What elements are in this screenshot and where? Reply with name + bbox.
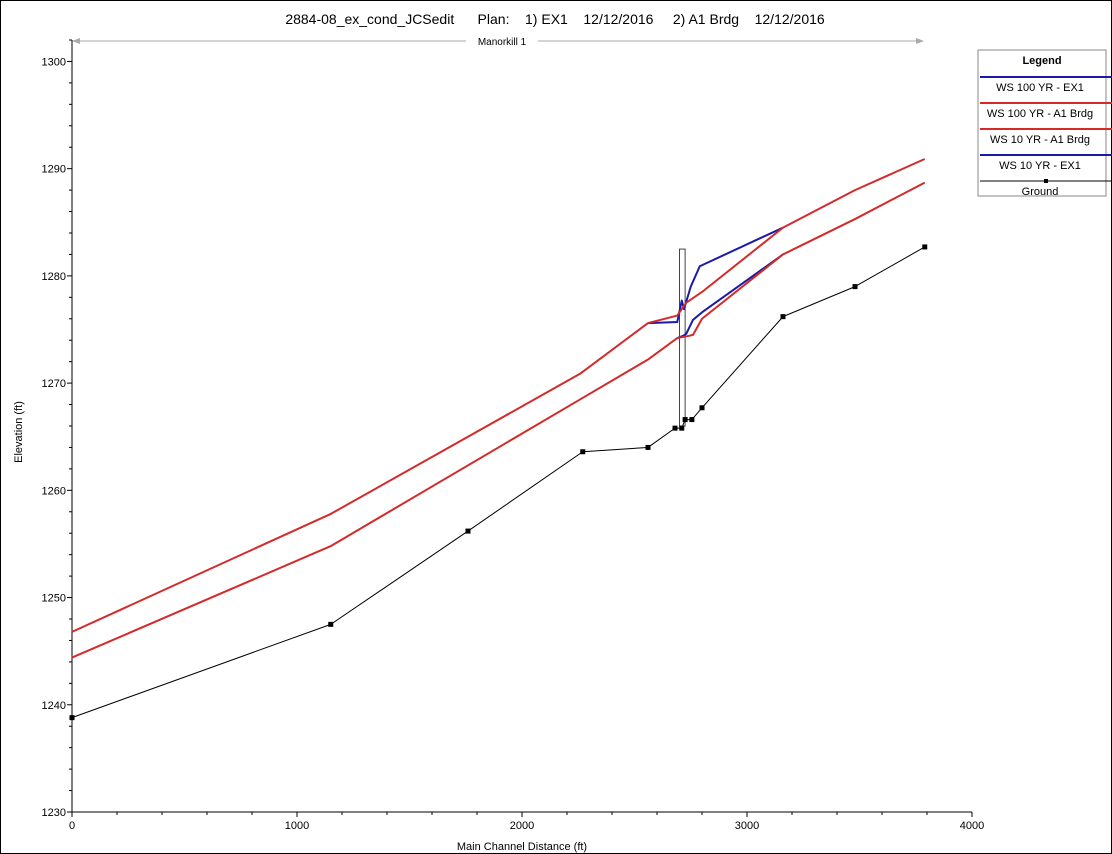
- series-line: [647, 226, 784, 325]
- series-line: [71, 246, 925, 719]
- x-tick-label: 4000: [960, 820, 984, 832]
- y-tick-label: 1280: [42, 271, 66, 283]
- legend-entry-label: WS 100 YR - EX1: [996, 82, 1084, 94]
- reach-label: Manorkill 1: [478, 37, 527, 48]
- series-line: [71, 181, 926, 659]
- ground-point: [69, 715, 75, 721]
- ground-point: [672, 425, 678, 431]
- ground-point: [580, 449, 586, 455]
- ground-point: [780, 314, 786, 320]
- x-tick-label: 2000: [510, 820, 534, 832]
- legend-entry-label: Ground: [1022, 186, 1059, 198]
- legend-entry-label: WS 10 YR - EX1: [999, 160, 1081, 172]
- y-tick-label: 1300: [42, 56, 66, 68]
- chart-legend: Legend WS 100 YR - EX1 WS 100 YR - A1 Brd…: [977, 49, 1112, 198]
- y-tick-label: 1240: [42, 700, 66, 712]
- y-tick-label: 1260: [42, 485, 66, 497]
- series-line: [71, 158, 926, 633]
- legend-marker: [1044, 179, 1048, 183]
- ground-point: [699, 405, 705, 411]
- ground-point: [645, 444, 651, 450]
- x-tick-label: 1000: [285, 820, 309, 832]
- y-axis-label: Elevation (ft): [13, 401, 25, 463]
- ground-point: [922, 244, 928, 250]
- chart-series: [69, 158, 928, 721]
- reach-extent-indicator: Manorkill 1: [72, 33, 924, 49]
- ground-point: [852, 284, 858, 290]
- chart-axes: 1230 1240 1250 1260 1270 1280 1290 1300 0 1000 200…: [42, 39, 984, 832]
- chart-title: 2884-08_ex_cond_JCSedit Plan: 1) EX1 12/…: [285, 11, 825, 27]
- legend-entry-label: WS 100 YR - A1 Brdg: [987, 108, 1093, 120]
- ground-point: [465, 528, 471, 534]
- legend-title: Legend: [1022, 55, 1061, 67]
- legend-entry-label: WS 10 YR - A1 Brdg: [990, 134, 1090, 146]
- ground-point: [682, 417, 688, 423]
- x-tick-label: 3000: [735, 820, 759, 832]
- y-tick-label: 1290: [42, 164, 66, 176]
- y-tick-label: 1270: [42, 378, 66, 390]
- x-axis-label: Main Channel Distance (ft): [457, 841, 587, 853]
- ground-point: [328, 621, 334, 627]
- y-tick-label: 1230: [42, 807, 66, 819]
- y-tick-label: 1250: [42, 593, 66, 605]
- x-tick-label: 0: [69, 820, 75, 832]
- ground-point: [679, 425, 685, 431]
- ground-point: [689, 417, 695, 423]
